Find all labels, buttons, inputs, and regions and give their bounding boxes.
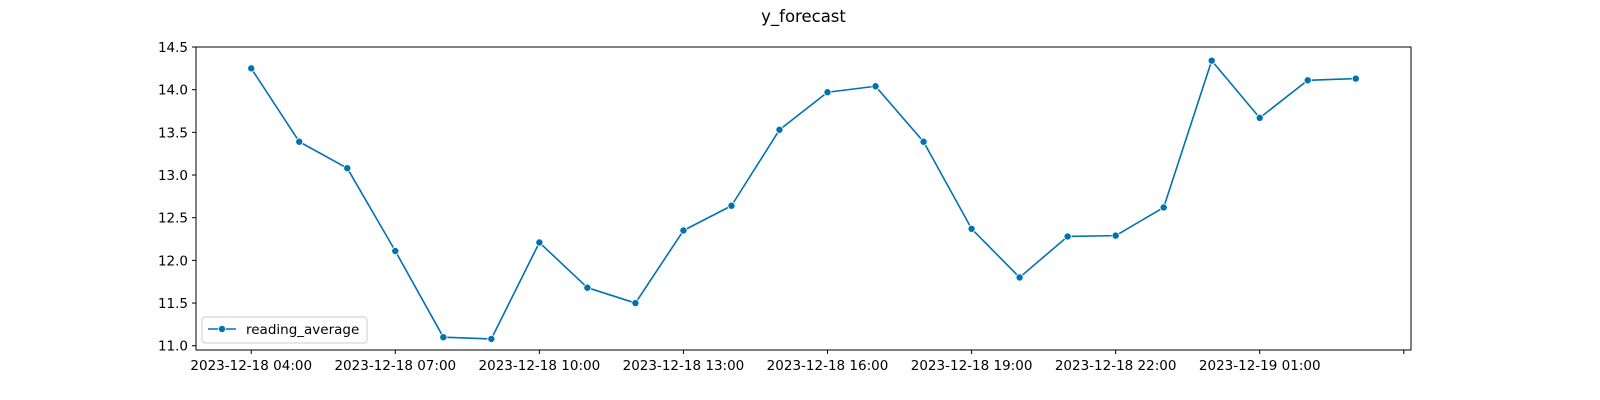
y-tick-label: 13.5 xyxy=(158,125,188,141)
data-point xyxy=(631,299,640,308)
x-tick-label: 2023-12-18 04:00 xyxy=(190,358,312,374)
x-tick-label: 2023-12-18 22:00 xyxy=(1055,358,1177,374)
data-point xyxy=(775,125,784,134)
data-point xyxy=(1255,113,1264,122)
y-tick-label: 14.5 xyxy=(158,40,188,56)
data-point xyxy=(679,226,688,235)
data-point xyxy=(295,137,304,146)
x-axis: 2023-12-18 04:00 2023-12-18 07:00 2023-12-… xyxy=(190,350,1405,374)
data-point xyxy=(823,88,832,97)
data-point xyxy=(343,164,352,173)
legend: reading_average xyxy=(201,316,368,344)
data-point xyxy=(535,238,544,247)
data-point xyxy=(583,283,592,292)
x-tick-label: 2023-12-18 07:00 xyxy=(334,358,456,374)
y-tick-label: 11.0 xyxy=(158,339,188,355)
x-tick-label: 2023-12-18 16:00 xyxy=(767,358,889,374)
y-tick-label: 14.0 xyxy=(158,83,188,99)
data-point xyxy=(919,137,928,146)
chart-title: y_forecast xyxy=(761,7,846,27)
data-point xyxy=(1303,76,1312,85)
data-point xyxy=(1159,203,1168,212)
data-point xyxy=(247,64,256,73)
legend-box xyxy=(201,316,368,344)
data-point xyxy=(1351,74,1360,83)
legend-marker-swatch xyxy=(217,324,226,333)
data-point xyxy=(967,224,976,233)
series-layer xyxy=(247,56,1360,343)
data-point xyxy=(1015,273,1024,282)
y-tick-label: 13.0 xyxy=(158,168,188,184)
y-axis: 11.0 11.5 12.0 12.5 13.0 13.5 14.0 14.5 xyxy=(158,40,196,355)
data-point xyxy=(487,334,496,343)
x-tick-label: 2023-12-18 13:00 xyxy=(623,358,745,374)
data-point xyxy=(1111,231,1120,240)
series-line-reading_average xyxy=(250,59,1356,340)
y-tick-label: 11.5 xyxy=(158,296,188,312)
legend-label: reading_average xyxy=(246,322,359,338)
data-point xyxy=(1207,56,1216,65)
y-tick-label: 12.0 xyxy=(158,253,188,269)
x-tick-label: 2023-12-18 19:00 xyxy=(911,358,1033,374)
plot-frame xyxy=(195,46,1412,351)
x-tick-label: 2023-12-18 10:00 xyxy=(479,358,601,374)
data-point xyxy=(439,333,448,342)
data-point xyxy=(727,201,736,210)
data-point xyxy=(871,82,880,91)
x-tick-label: 2023-12-19 01:00 xyxy=(1199,358,1321,374)
y-tick-label: 12.5 xyxy=(158,211,188,227)
data-point xyxy=(1063,232,1072,241)
data-point xyxy=(391,246,400,255)
